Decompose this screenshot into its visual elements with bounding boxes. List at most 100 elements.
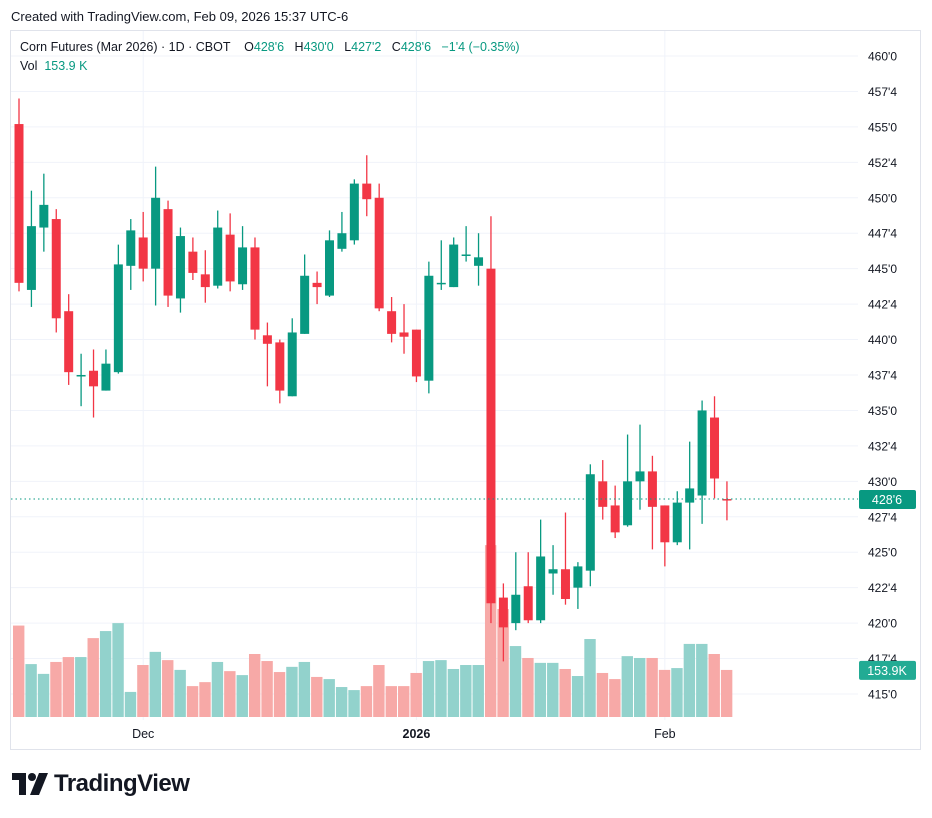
volume-bar xyxy=(596,672,609,717)
candle-body xyxy=(138,237,148,269)
legend: Corn Futures (Mar 2026) · 1D · CBOT O428… xyxy=(20,38,520,76)
x-tick-label: Dec xyxy=(132,727,154,741)
candle-body xyxy=(710,417,720,479)
volume-bar xyxy=(99,631,112,717)
candle-body xyxy=(225,234,235,282)
legend-ohlc-row: Corn Futures (Mar 2026) · 1D · CBOT O428… xyxy=(20,38,520,57)
candle-body xyxy=(635,471,645,482)
volume-bar xyxy=(211,661,224,717)
volume-bar xyxy=(509,646,522,717)
y-tick-label: 415'0 xyxy=(868,688,897,702)
tradingview-logo-icon xyxy=(12,773,48,795)
tradingview-logo-text: TradingView xyxy=(54,770,190,797)
candle-body xyxy=(424,275,434,381)
candle-body xyxy=(623,481,633,526)
last-volume-badge xyxy=(859,660,916,680)
volume-bar xyxy=(13,625,25,717)
candle-body xyxy=(560,569,570,600)
candle-body xyxy=(511,594,521,624)
y-tick-label: 440'0 xyxy=(868,333,897,347)
candle-body xyxy=(573,566,583,588)
y-tick-label: 460'0 xyxy=(868,50,897,64)
last-price-label: 428'6 xyxy=(872,493,902,507)
volume-bar xyxy=(323,679,335,717)
candle-body xyxy=(685,488,695,503)
volume-bar xyxy=(435,660,447,717)
volume-bar xyxy=(335,687,348,717)
legend-low-value: 427'2 xyxy=(351,40,382,54)
legend-open-label: O xyxy=(244,40,254,54)
volume-bar xyxy=(385,686,397,717)
volume-bar xyxy=(236,675,248,717)
volume-bar xyxy=(373,665,385,717)
volume-bar xyxy=(696,643,708,717)
y-tick-label: 420'0 xyxy=(868,617,897,631)
volume-bar xyxy=(186,686,199,717)
candle-body xyxy=(461,254,471,256)
volume-bar xyxy=(286,666,298,717)
legend-close-label: C xyxy=(391,40,401,54)
y-tick-label: 455'0 xyxy=(868,120,897,134)
candle-body xyxy=(337,233,347,249)
legend-symbol[interactable]: Corn Futures (Mar 2026) · 1D · CBOT xyxy=(20,40,231,54)
volume-bar xyxy=(708,654,720,717)
volume-bar xyxy=(248,654,261,717)
candle-body xyxy=(300,275,310,334)
volume-bar xyxy=(422,661,435,717)
volume-bar xyxy=(522,657,534,717)
volume-bar xyxy=(124,691,137,717)
legend-change-value: −1'4 (−0.35%) xyxy=(441,40,520,54)
volume-bar xyxy=(547,662,559,717)
candle-body xyxy=(436,282,446,285)
candle-body xyxy=(362,183,372,200)
volume-bar xyxy=(484,545,497,717)
candle-body xyxy=(498,597,508,628)
candle-body xyxy=(697,410,707,496)
legend-high-value: 430'0 xyxy=(303,40,334,54)
candle-body xyxy=(598,481,608,507)
candle-body xyxy=(51,219,61,319)
x-tick-label: Feb xyxy=(654,727,676,741)
candle-body xyxy=(26,226,36,290)
volume-bar xyxy=(348,690,360,717)
volume-bar xyxy=(162,660,174,717)
candle-body xyxy=(275,342,285,391)
volume-bar xyxy=(447,668,460,717)
chart-frame xyxy=(10,30,921,750)
candle-body xyxy=(722,499,732,501)
candle-body xyxy=(312,282,322,288)
candle-body xyxy=(213,227,223,286)
y-tick-label: 452'4 xyxy=(868,156,897,170)
y-tick-label: 425'0 xyxy=(868,546,897,560)
candle-body xyxy=(64,311,74,373)
volume-bar xyxy=(298,661,311,717)
y-tick-label: 422'4 xyxy=(868,581,897,595)
candle-body xyxy=(262,335,272,344)
candle-body xyxy=(250,247,260,330)
volume-bar xyxy=(149,651,162,717)
legend-low-label: L xyxy=(344,40,352,54)
candle-body xyxy=(14,124,24,283)
y-tick-label: 457'4 xyxy=(868,85,897,99)
candle-body xyxy=(610,505,620,533)
volume-bar xyxy=(410,672,422,717)
y-tick-label: 430'0 xyxy=(868,475,897,489)
volume-bar xyxy=(37,673,50,717)
legend-open-value: 428'6 xyxy=(253,40,285,54)
legend-close-value: 428'6 xyxy=(400,40,432,54)
volume-bar xyxy=(460,665,472,717)
volume-bar xyxy=(25,664,37,717)
volume-bar xyxy=(621,656,633,717)
volume-bar xyxy=(224,671,236,717)
volume-bar xyxy=(559,668,571,717)
volume-bar xyxy=(646,657,658,717)
candle-body xyxy=(486,268,496,604)
candle-body xyxy=(474,257,484,266)
volume-bar xyxy=(199,682,211,717)
volume-bar xyxy=(634,657,646,717)
y-tick-label: 442'4 xyxy=(868,298,897,312)
candle-body xyxy=(672,502,682,543)
candle-body xyxy=(536,556,546,621)
